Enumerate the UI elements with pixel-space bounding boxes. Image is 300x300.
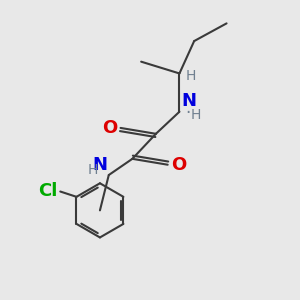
Text: Cl: Cl: [39, 182, 58, 200]
Text: H: H: [190, 108, 201, 122]
Text: H: H: [185, 69, 196, 83]
Text: N: N: [181, 92, 196, 110]
Text: O: O: [171, 156, 187, 174]
Text: ·: ·: [185, 103, 190, 122]
Text: O: O: [102, 119, 117, 137]
Text: N: N: [92, 156, 107, 174]
Text: H: H: [88, 163, 98, 177]
